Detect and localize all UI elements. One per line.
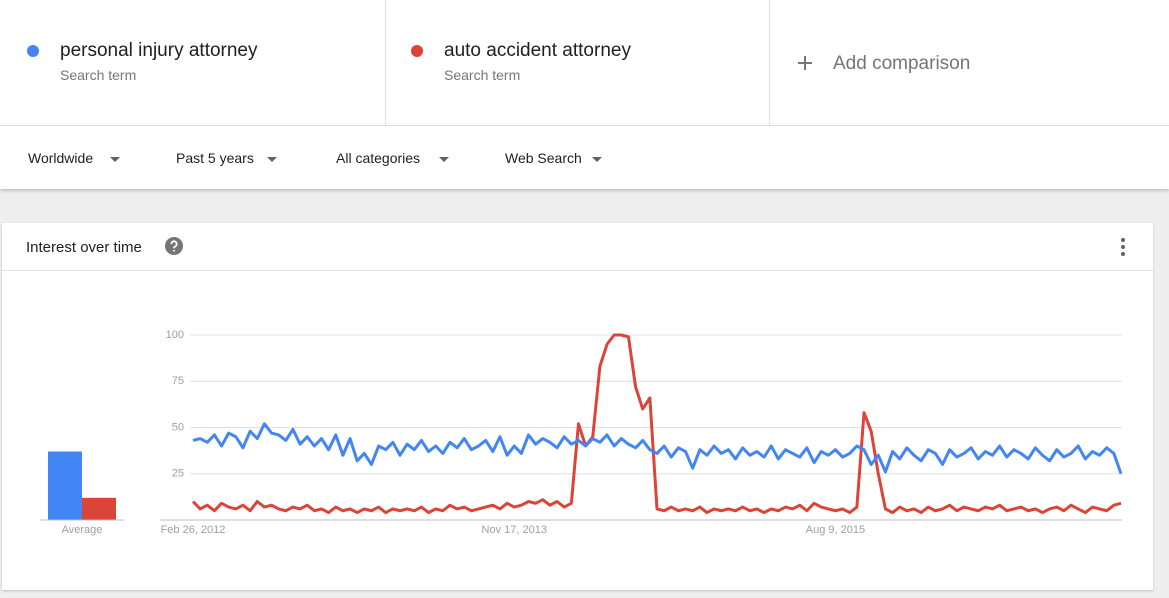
term-card[interactable]: personal injury attorney Search term [0, 0, 386, 125]
x-tick-label: Nov 17, 2013 [482, 524, 547, 536]
filter[interactable]: Past 5 years [176, 150, 254, 166]
filter-bar: Worldwide Past 5 years All categories We… [0, 126, 1169, 189]
average-bar [82, 497, 116, 520]
chart: 25 50 75 100 Feb 26, 2012 Nov 17, 2013 Aug 9, … [40, 329, 1123, 536]
dropdown-arrow [110, 157, 120, 162]
x-tick-label: Feb 26, 2012 [161, 524, 226, 536]
add-comparison-label: Add comparison [833, 53, 971, 74]
average-bar [48, 451, 82, 520]
term-kind: Search term [60, 67, 137, 83]
dropdown-arrow [439, 157, 449, 162]
menu-icon[interactable] [1119, 237, 1127, 257]
x-tick-label: Aug 9, 2015 [806, 524, 865, 536]
term-card[interactable]: auto accident attorney Search term [386, 0, 770, 125]
plus-icon [798, 56, 812, 70]
term-color [27, 45, 39, 57]
dropdown-arrow [267, 157, 277, 162]
filter[interactable]: All categories [336, 150, 421, 166]
filter[interactable]: Worldwide [28, 150, 94, 166]
add-comparison[interactable]: Add comparison [770, 0, 1169, 125]
y-tick-label: 50 [172, 421, 184, 433]
y-tick-label: 75 [172, 375, 184, 387]
dropdown-arrow [592, 157, 602, 162]
bar-label: Average [62, 524, 103, 536]
term-name: personal injury attorney [60, 40, 258, 61]
term-kind: Search term [444, 67, 521, 83]
y-tick-label: 100 [166, 329, 184, 341]
y-tick-label: 25 [172, 468, 184, 480]
series-line [191, 333, 1122, 515]
help-icon[interactable] [165, 237, 183, 255]
series-line [192, 422, 1123, 475]
divider [2, 270, 1153, 271]
term-color [411, 45, 423, 57]
terms-bar: personal injury attorney Search term aut… [0, 0, 1169, 126]
panel-title: Interest over time [26, 239, 142, 256]
interest-card: Interest over time 25 50 75 100 Feb 26, 2012… [2, 223, 1153, 590]
filter[interactable]: Web Search [505, 150, 582, 166]
term-name: auto accident attorney [444, 40, 631, 61]
